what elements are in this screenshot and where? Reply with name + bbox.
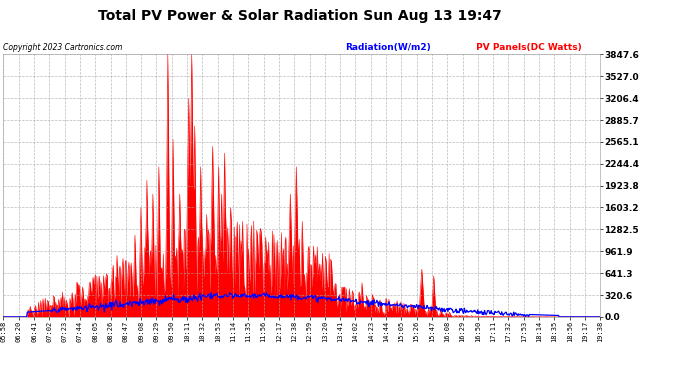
Text: Copyright 2023 Cartronics.com: Copyright 2023 Cartronics.com [3, 43, 123, 52]
Text: Total PV Power & Solar Radiation Sun Aug 13 19:47: Total PV Power & Solar Radiation Sun Aug… [98, 9, 502, 23]
Text: Radiation(W/m2): Radiation(W/m2) [345, 43, 431, 52]
Text: PV Panels(DC Watts): PV Panels(DC Watts) [473, 43, 582, 52]
